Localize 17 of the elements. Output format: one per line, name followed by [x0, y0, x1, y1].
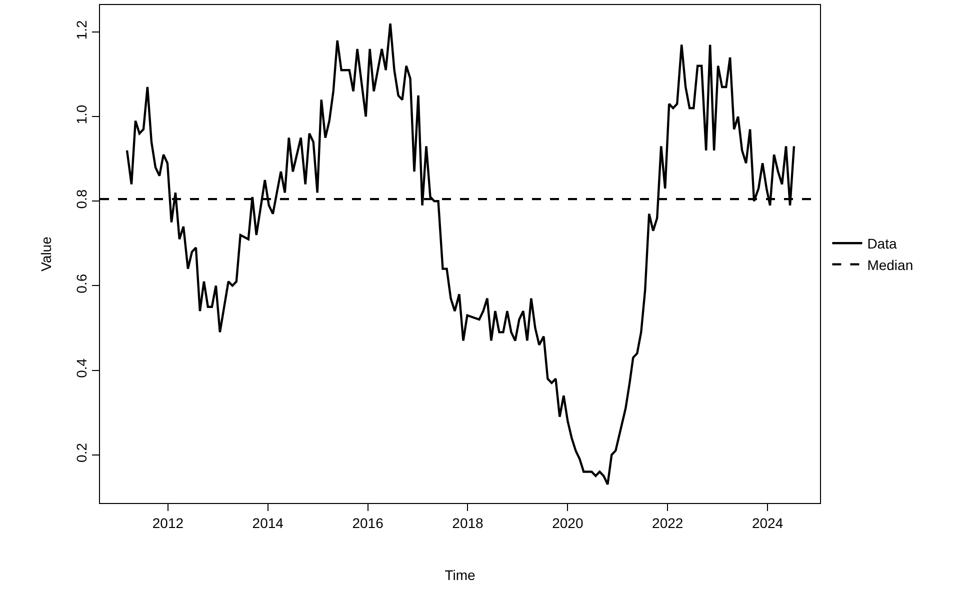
x-tick-label: 2020: [552, 514, 584, 531]
x-tick-label: 2016: [352, 514, 384, 531]
x-tick-label: 2024: [752, 514, 784, 531]
y-tick-label: 0.4: [73, 358, 90, 378]
x-tick-label: 2014: [252, 514, 284, 531]
x-tick-label: 2022: [652, 514, 684, 531]
y-tick-label: 0.6: [73, 274, 90, 294]
x-axis-title: Time: [444, 567, 476, 584]
y-tick-label: 0.8: [73, 189, 90, 209]
x-tick-label: 2018: [452, 514, 484, 531]
y-tick-label: 1.2: [73, 20, 90, 40]
y-tick-label: 1.0: [73, 104, 90, 124]
y-tick-label: 0.2: [73, 442, 90, 462]
x-tick-label: 2012: [152, 514, 184, 531]
legend-label: Median: [867, 256, 914, 273]
legend-label: Data: [867, 236, 897, 252]
y-axis-title: Value: [38, 236, 54, 272]
